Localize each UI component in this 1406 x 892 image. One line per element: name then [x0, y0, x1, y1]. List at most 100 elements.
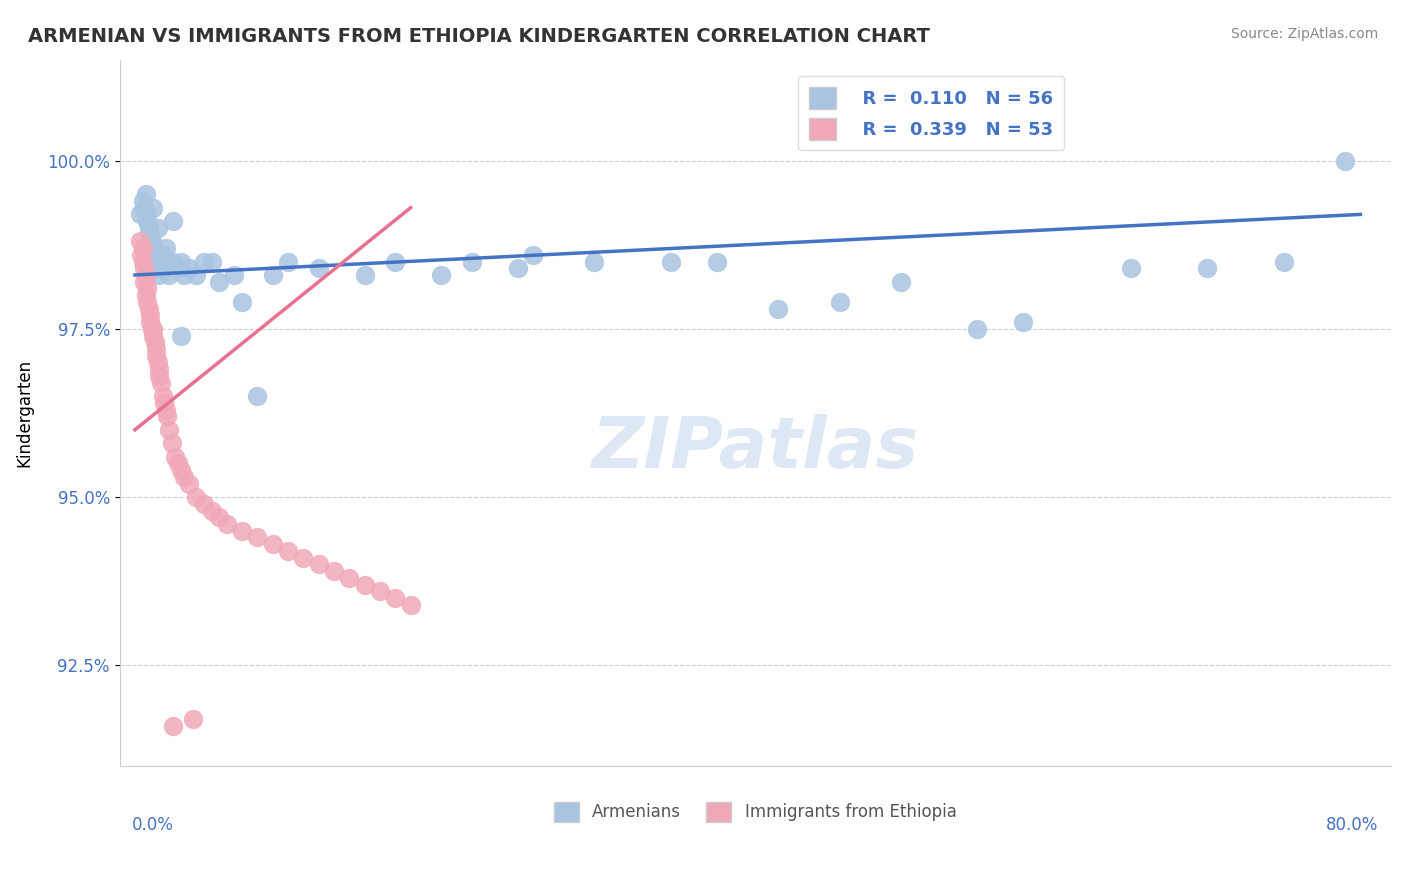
Point	[323, 564, 346, 578]
Y-axis label: Kindergarten: Kindergarten	[15, 359, 32, 467]
Text: Source: ZipAtlas.com: Source: ZipAtlas.com	[1230, 27, 1378, 41]
Point	[1197, 261, 1219, 276]
Point	[890, 275, 912, 289]
Point	[200, 503, 222, 517]
Point	[134, 201, 156, 215]
Point	[148, 268, 170, 282]
Point	[142, 201, 165, 215]
Point	[149, 254, 172, 268]
Point	[208, 510, 231, 524]
Point	[166, 261, 188, 276]
Point	[583, 254, 606, 268]
Point	[262, 268, 284, 282]
Point	[384, 254, 406, 268]
Point	[146, 220, 169, 235]
Point	[308, 558, 330, 572]
Legend: Armenians, Immigrants from Ethiopia: Armenians, Immigrants from Ethiopia	[547, 795, 963, 829]
Point	[461, 254, 484, 268]
Point	[1119, 261, 1142, 276]
Point	[128, 235, 150, 249]
Point	[136, 207, 159, 221]
Point	[162, 719, 184, 733]
Point	[135, 187, 157, 202]
Point	[131, 254, 153, 268]
Point	[186, 490, 208, 504]
Point	[143, 335, 166, 350]
Point	[224, 268, 246, 282]
Point	[277, 254, 299, 268]
Point	[138, 220, 160, 235]
Point	[231, 294, 253, 309]
Point	[768, 301, 790, 316]
Point	[136, 214, 159, 228]
Point	[162, 254, 184, 268]
Point	[143, 248, 166, 262]
Point	[129, 248, 152, 262]
Point	[215, 516, 238, 531]
Point	[966, 322, 988, 336]
Point	[142, 241, 165, 255]
Point	[193, 497, 215, 511]
Point	[246, 389, 269, 403]
Point	[200, 254, 222, 268]
Point	[145, 349, 167, 363]
Point	[136, 294, 159, 309]
Point	[162, 214, 184, 228]
Point	[139, 309, 162, 323]
Point	[135, 268, 157, 282]
Point	[148, 368, 170, 383]
Point	[141, 235, 163, 249]
Point	[1272, 254, 1295, 268]
Point	[193, 254, 215, 268]
Point	[231, 524, 253, 538]
Point	[186, 268, 208, 282]
Point	[506, 261, 529, 276]
Point	[138, 301, 160, 316]
Point	[163, 450, 186, 464]
Point	[170, 254, 193, 268]
Point	[155, 402, 177, 417]
Point	[131, 241, 153, 255]
Point	[277, 544, 299, 558]
Point	[292, 550, 315, 565]
Point	[146, 355, 169, 369]
Point	[134, 275, 156, 289]
Point	[142, 322, 165, 336]
Point	[659, 254, 682, 268]
Point	[262, 537, 284, 551]
Point	[146, 261, 169, 276]
Point	[173, 470, 195, 484]
Point	[135, 288, 157, 302]
Point	[145, 254, 167, 268]
Point	[128, 207, 150, 221]
Text: ZIPatlas: ZIPatlas	[592, 414, 920, 483]
Point	[308, 261, 330, 276]
Point	[156, 409, 179, 424]
Point	[246, 531, 269, 545]
Point	[149, 376, 172, 390]
Point	[131, 194, 153, 208]
Point	[141, 322, 163, 336]
Point	[170, 463, 193, 477]
Point	[142, 328, 165, 343]
Point	[353, 577, 375, 591]
Point	[139, 315, 162, 329]
Point	[1334, 153, 1357, 168]
Point	[828, 294, 851, 309]
Point	[368, 584, 391, 599]
Point	[353, 268, 375, 282]
Point	[160, 436, 183, 450]
Text: ARMENIAN VS IMMIGRANTS FROM ETHIOPIA KINDERGARTEN CORRELATION CHART: ARMENIAN VS IMMIGRANTS FROM ETHIOPIA KIN…	[28, 27, 929, 45]
Point	[153, 396, 176, 410]
Point	[152, 389, 174, 403]
Point	[152, 248, 174, 262]
Point	[157, 423, 180, 437]
Point	[134, 261, 156, 276]
Point	[399, 598, 422, 612]
Point	[430, 268, 453, 282]
Point	[145, 342, 167, 356]
Point	[384, 591, 406, 605]
Point	[136, 281, 159, 295]
Point	[139, 227, 162, 242]
Point	[166, 457, 188, 471]
